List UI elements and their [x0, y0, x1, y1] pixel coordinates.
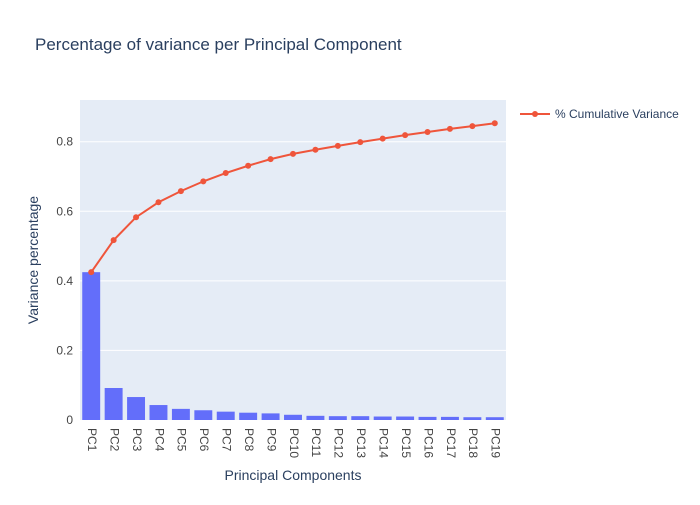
- x-tick-label: PC4: [152, 428, 166, 452]
- line-point[interactable]: [491, 120, 498, 127]
- line-point[interactable]: [379, 135, 386, 142]
- y-axis-label: Variance percentage: [25, 196, 41, 324]
- x-tick-label: PC14: [377, 428, 391, 458]
- bar[interactable]: [306, 415, 325, 420]
- bar[interactable]: [261, 413, 280, 420]
- y-tick-label: 0: [66, 413, 73, 427]
- y-tick-label: 0.6: [56, 204, 73, 218]
- legend[interactable]: % Cumulative Variance: [520, 107, 679, 121]
- x-tick-label: PC10: [287, 428, 301, 458]
- y-axis-ticks: 0 0.2 0.4 0.6 0.8: [56, 135, 73, 427]
- bar[interactable]: [328, 416, 347, 420]
- line-point[interactable]: [312, 146, 319, 153]
- x-tick-label: PC18: [466, 428, 480, 458]
- legend-marker: [532, 111, 538, 117]
- x-tick-label: PC19: [489, 428, 503, 458]
- x-tick-label: PC2: [107, 428, 121, 452]
- bar[interactable]: [485, 417, 504, 420]
- x-axis-label: Principal Components: [225, 467, 362, 483]
- line-point[interactable]: [267, 156, 274, 163]
- line-point[interactable]: [133, 214, 140, 221]
- plot-background: [80, 100, 506, 420]
- line-point[interactable]: [177, 188, 184, 195]
- x-tick-label: PC5: [175, 428, 189, 452]
- line-point[interactable]: [222, 170, 229, 177]
- x-tick-label: PC7: [220, 428, 234, 452]
- x-tick-label: PC8: [242, 428, 256, 452]
- bar[interactable]: [440, 416, 459, 420]
- line-point[interactable]: [88, 269, 95, 276]
- line-point[interactable]: [402, 132, 409, 139]
- y-tick-label: 0.2: [56, 343, 73, 357]
- x-axis-ticks: PC1 PC2 PC3 PC4 PC5 PC6 PC7 PC8 PC9 PC10 PC11 PC12 P…: [85, 428, 503, 458]
- bar[interactable]: [149, 405, 168, 420]
- bar[interactable]: [396, 416, 415, 420]
- bar[interactable]: [216, 411, 235, 420]
- x-tick-label: PC13: [354, 428, 368, 458]
- line-point[interactable]: [155, 199, 162, 206]
- line-point[interactable]: [110, 237, 117, 244]
- line-point[interactable]: [357, 139, 364, 146]
- bar[interactable]: [104, 388, 123, 420]
- x-tick-label: PC11: [309, 428, 323, 457]
- x-tick-label: PC17: [444, 428, 458, 458]
- chart-title: Percentage of variance per Principal Com…: [35, 35, 402, 54]
- line-point[interactable]: [334, 142, 341, 149]
- x-tick-label: PC1: [85, 428, 99, 452]
- x-tick-label: PC15: [399, 428, 413, 458]
- line-point[interactable]: [200, 178, 207, 185]
- line-point[interactable]: [245, 162, 252, 169]
- x-tick-label: PC16: [421, 428, 435, 458]
- bar[interactable]: [373, 416, 392, 420]
- bar[interactable]: [284, 414, 302, 420]
- y-tick-label: 0.4: [56, 274, 73, 288]
- y-tick-label: 0.8: [56, 135, 73, 149]
- bar[interactable]: [418, 416, 437, 420]
- bar[interactable]: [171, 408, 190, 420]
- bar-series[interactable]: [82, 272, 504, 420]
- bar[interactable]: [463, 417, 482, 420]
- line-point[interactable]: [290, 150, 296, 157]
- bar[interactable]: [82, 272, 101, 420]
- line-point[interactable]: [424, 129, 431, 135]
- bar[interactable]: [351, 416, 370, 420]
- bar[interactable]: [127, 397, 146, 420]
- x-tick-label: PC3: [130, 428, 144, 452]
- gridlines: [80, 141, 506, 351]
- x-tick-label: PC6: [197, 428, 211, 452]
- line-point[interactable]: [446, 125, 453, 132]
- x-tick-label: PC9: [264, 428, 278, 452]
- x-tick-label: PC12: [332, 428, 346, 458]
- line-point[interactable]: [469, 123, 476, 130]
- bar[interactable]: [194, 410, 213, 420]
- legend-label[interactable]: % Cumulative Variance: [555, 107, 679, 121]
- bar[interactable]: [239, 412, 258, 420]
- cumulative-line-series[interactable]: [88, 120, 498, 276]
